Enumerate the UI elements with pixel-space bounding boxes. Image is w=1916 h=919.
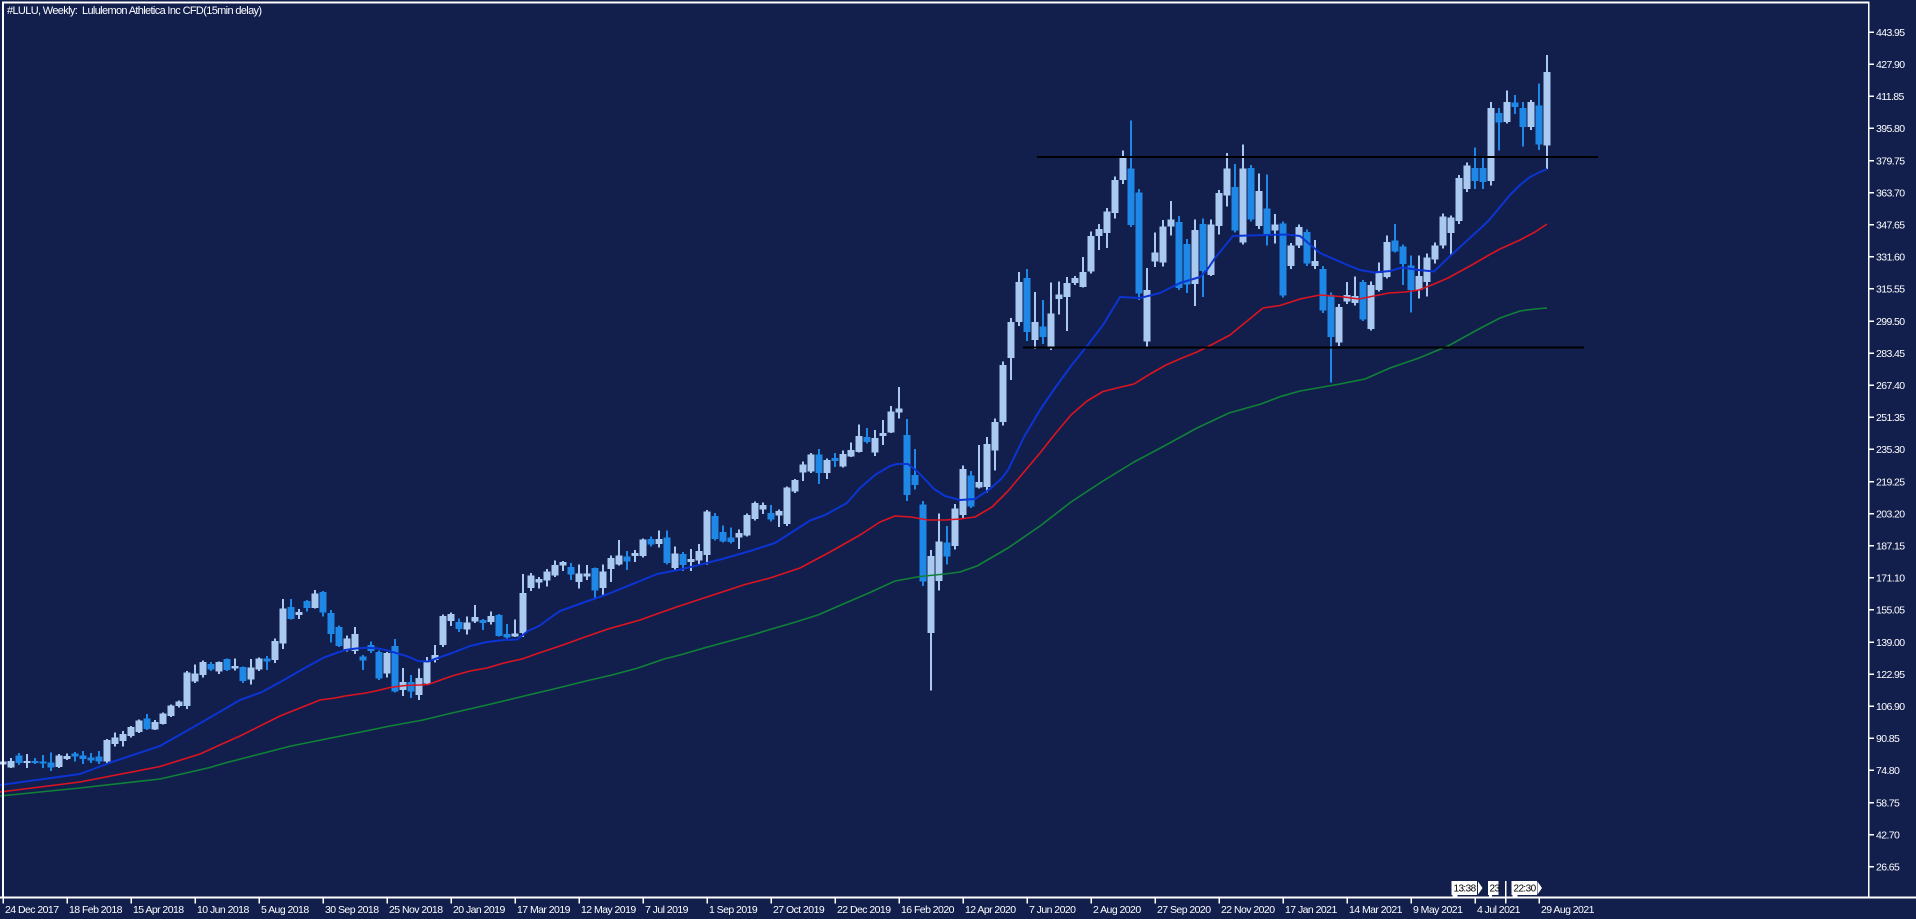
- svg-text:315.55: 315.55: [1876, 284, 1905, 296]
- svg-text:139.00: 139.00: [1876, 637, 1905, 649]
- svg-text:203.20: 203.20: [1876, 508, 1905, 520]
- svg-text:90.85: 90.85: [1876, 733, 1900, 745]
- svg-text:13:38: 13:38: [1454, 884, 1477, 895]
- svg-text:24 Dec 2017: 24 Dec 2017: [5, 904, 59, 916]
- svg-text:22 Nov 2020: 22 Nov 2020: [1221, 904, 1275, 916]
- svg-text:30 Sep 2018: 30 Sep 2018: [325, 904, 379, 916]
- svg-text:395.80: 395.80: [1876, 123, 1905, 135]
- svg-text:1 Sep 2019: 1 Sep 2019: [709, 904, 758, 916]
- svg-text:9 May 2021: 9 May 2021: [1413, 904, 1463, 916]
- svg-text:5 Aug 2018: 5 Aug 2018: [261, 904, 309, 916]
- svg-text:7 Jun 2020: 7 Jun 2020: [1029, 904, 1076, 916]
- svg-text:20 Jan 2019: 20 Jan 2019: [453, 904, 505, 916]
- svg-text:4 Jul 2021: 4 Jul 2021: [1477, 904, 1521, 916]
- svg-text:347.65: 347.65: [1876, 220, 1905, 232]
- svg-text:17 Mar 2019: 17 Mar 2019: [517, 904, 571, 916]
- svg-text:427.90: 427.90: [1876, 59, 1905, 71]
- svg-text:267.40: 267.40: [1876, 380, 1905, 392]
- svg-text:12 May 2019: 12 May 2019: [581, 904, 636, 916]
- svg-text:22 Dec 2019: 22 Dec 2019: [837, 904, 891, 916]
- svg-text:235.30: 235.30: [1876, 444, 1905, 456]
- svg-text:331.60: 331.60: [1876, 252, 1905, 264]
- svg-text:23: 23: [1490, 884, 1501, 895]
- svg-text:379.75: 379.75: [1876, 155, 1905, 167]
- svg-text:122.95: 122.95: [1876, 669, 1905, 681]
- svg-text:17 Jan 2021: 17 Jan 2021: [1285, 904, 1337, 916]
- svg-text:29 Aug 2021: 29 Aug 2021: [1541, 904, 1595, 916]
- svg-text:74.80: 74.80: [1876, 765, 1900, 777]
- svg-text:251.35: 251.35: [1876, 412, 1905, 424]
- svg-text:42.70: 42.70: [1876, 829, 1900, 841]
- svg-text:15 Apr 2018: 15 Apr 2018: [133, 904, 184, 916]
- svg-text:12 Apr 2020: 12 Apr 2020: [965, 904, 1016, 916]
- svg-text:171.10: 171.10: [1876, 573, 1905, 585]
- svg-text:25 Nov 2018: 25 Nov 2018: [389, 904, 443, 916]
- svg-text:14 Mar 2021: 14 Mar 2021: [1349, 904, 1403, 916]
- svg-text:411.85: 411.85: [1876, 91, 1904, 103]
- svg-text:106.90: 106.90: [1876, 701, 1905, 713]
- svg-text:219.25: 219.25: [1876, 476, 1905, 488]
- svg-text:2 Aug 2020: 2 Aug 2020: [1093, 904, 1141, 916]
- svg-text:7 Jul 2019: 7 Jul 2019: [645, 904, 689, 916]
- svg-text:283.45: 283.45: [1876, 348, 1905, 360]
- svg-text:27 Oct 2019: 27 Oct 2019: [773, 904, 825, 916]
- svg-text:22:30: 22:30: [1514, 884, 1537, 895]
- svg-text:16 Feb 2020: 16 Feb 2020: [901, 904, 955, 916]
- svg-text:26.65: 26.65: [1876, 862, 1900, 874]
- svg-text:443.95: 443.95: [1876, 27, 1905, 39]
- svg-text:27 Sep 2020: 27 Sep 2020: [1157, 904, 1211, 916]
- svg-text:155.05: 155.05: [1876, 605, 1905, 617]
- svg-text:10 Jun 2018: 10 Jun 2018: [197, 904, 249, 916]
- svg-text:187.15: 187.15: [1876, 541, 1905, 553]
- svg-text:299.50: 299.50: [1876, 316, 1905, 328]
- svg-text:#LULU, Weekly: Lululemon Athl: #LULU, Weekly: Lululemon Athletica Inc C…: [7, 5, 261, 17]
- svg-text:363.70: 363.70: [1876, 187, 1905, 199]
- svg-text:18 Feb 2018: 18 Feb 2018: [69, 904, 123, 916]
- svg-text:58.75: 58.75: [1876, 797, 1900, 809]
